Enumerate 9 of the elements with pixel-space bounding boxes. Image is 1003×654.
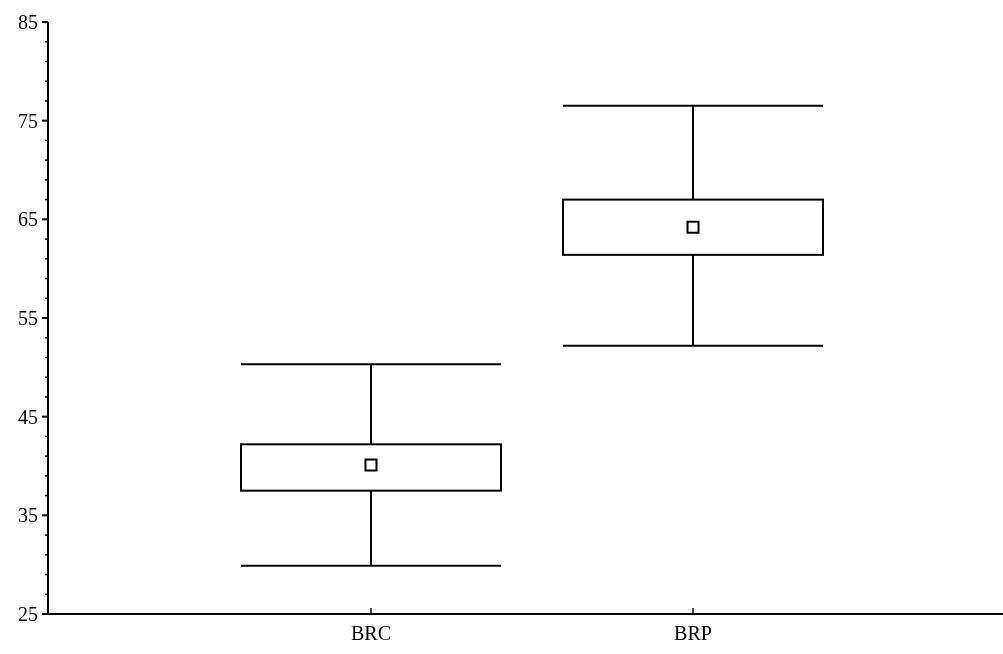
y-tick-label: 25 bbox=[18, 603, 38, 625]
y-tick-label: 45 bbox=[18, 405, 38, 428]
y-tick-label: 65 bbox=[18, 208, 38, 231]
x-tick-label: BRP bbox=[674, 622, 712, 644]
x-tick-label: BRC bbox=[350, 622, 392, 644]
y-tick-label: 35 bbox=[18, 504, 38, 527]
y-tick-label: 75 bbox=[18, 109, 38, 132]
y-tick-label: 85 bbox=[18, 11, 38, 33]
y-tick-label: 55 bbox=[18, 307, 38, 329]
